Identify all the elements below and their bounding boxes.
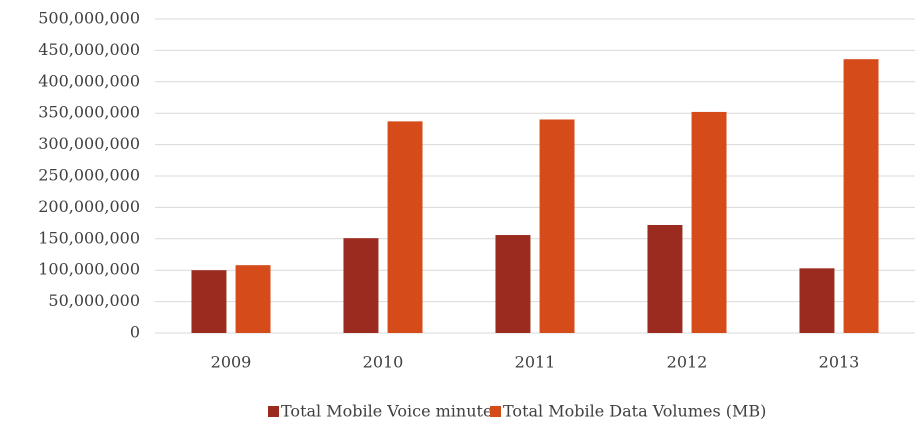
x-tick-label: 2012 — [667, 353, 708, 372]
y-tick-label: 100,000,000 — [38, 260, 140, 279]
y-tick-label: 0 — [130, 323, 140, 342]
bar — [539, 119, 575, 333]
legend-label: Total Mobile Voice minutes — [281, 402, 501, 421]
x-tick-label: 2011 — [515, 353, 556, 372]
bar — [191, 270, 227, 333]
y-tick-label: 450,000,000 — [38, 40, 140, 59]
bar — [495, 235, 531, 333]
y-tick-label: 200,000,000 — [38, 197, 140, 216]
x-tick-label: 2009 — [211, 353, 252, 372]
legend-swatch — [490, 406, 501, 417]
y-tick-label: 250,000,000 — [38, 166, 140, 185]
y-tick-label: 150,000,000 — [38, 228, 140, 247]
y-tick-label: 350,000,000 — [38, 103, 140, 122]
bar — [647, 224, 683, 333]
y-tick-label: 50,000,000 — [48, 291, 140, 310]
x-tick-label: 2013 — [819, 353, 860, 372]
y-tick-label: 500,000,000 — [38, 9, 140, 28]
bar — [691, 111, 727, 333]
y-tick-label: 300,000,000 — [38, 134, 140, 153]
bar — [343, 238, 379, 333]
legend-swatch — [268, 406, 279, 417]
x-tick-label: 2010 — [363, 353, 404, 372]
bar — [235, 265, 271, 333]
y-tick-label: 400,000,000 — [38, 71, 140, 90]
bar — [387, 121, 423, 333]
bar — [799, 268, 835, 333]
bar — [843, 59, 879, 333]
legend-label: Total Mobile Data Volumes (MB) — [503, 402, 766, 421]
